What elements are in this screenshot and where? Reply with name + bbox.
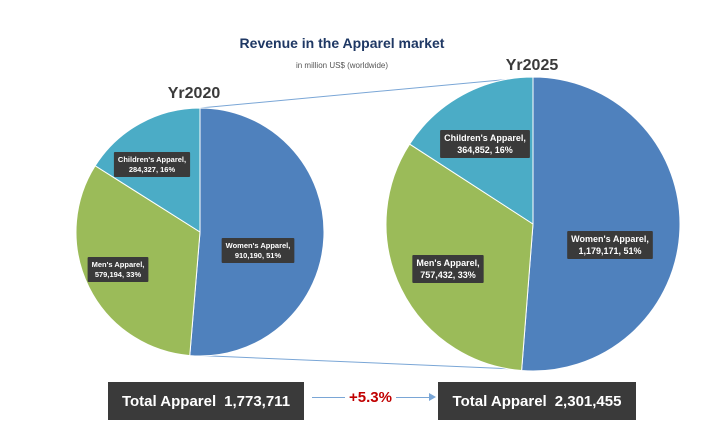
total-label-2020: Total Apparel: [121, 392, 217, 410]
data-label-value-mens-2020: 579,194, 33%: [95, 270, 142, 279]
pie-slice-womens-2020: [189, 107, 325, 357]
data-label-womens-2025: Women's Apparel, 1,179,171, 51%: [567, 231, 653, 259]
growth-line-right: [395, 396, 430, 398]
data-label-name-childrens-2025: Children's Apparel,: [444, 133, 526, 143]
growth-arrow-icon: [429, 393, 437, 401]
data-label-value-childrens-2020: 284,327, 16%: [129, 165, 176, 174]
data-label-womens-2020: Women's Apparel,910,190, 51%: [221, 238, 295, 263]
total-box-2025: Total Apparel 2,301,455: [438, 382, 636, 420]
pie-connector-lines: [187, 76, 534, 370]
connector-line-top: [199, 76, 534, 109]
data-label-bg-mens-2020: [87, 257, 149, 282]
year-label-2025: Yr2025: [506, 57, 559, 74]
growth-indicator: +5.3%: [308, 385, 437, 409]
data-label-bg-womens-2020: [221, 238, 295, 263]
data-label-value-childrens-2025: 364,852, 16%: [457, 145, 513, 155]
chart-title: Revenue in the Apparel market: [240, 35, 445, 51]
data-label-value-womens-2020: 910,190, 51%: [235, 251, 282, 260]
total-box-2020: Total Apparel 1,773,711: [108, 382, 304, 420]
data-label-name-mens-2020: Men's Apparel,: [92, 260, 145, 269]
total-value-2020: 1,773,711: [224, 392, 291, 410]
data-label-value-mens-2025: 757,432, 33%: [420, 270, 476, 280]
year-label-2020: Yr2020: [168, 85, 221, 102]
data-label-name-womens-2020: Women's Apparel,: [226, 241, 291, 250]
data-label-mens-2025: Men's Apparel, 757,432, 33%: [412, 255, 484, 283]
chart-subtitle: in million US$ (worldwide): [296, 61, 388, 70]
data-label-bg-childrens-2025: [440, 130, 530, 158]
pie-slice-womens-2025: [521, 76, 681, 372]
total-value-2025: 2,301,455: [554, 392, 622, 410]
data-label-bg-childrens-2020: [113, 152, 191, 177]
data-label-mens-2020: Men's Apparel,579,194, 33%: [87, 257, 149, 282]
total-label-2025: Total Apparel: [452, 392, 547, 410]
data-label-childrens-2025: Children's Apparel, 364,852, 16%: [440, 130, 530, 158]
data-label-name-childrens-2020: Children's Apparel,: [118, 155, 186, 164]
data-label-name-womens-2025: Women's Apparel,: [571, 234, 649, 244]
data-label-bg-mens-2025: [412, 255, 484, 283]
growth-label: +5.3%: [349, 388, 392, 406]
growth-line-left: [312, 396, 346, 398]
pie-2025: Women's Apparel, 1,179,171, 51% Men's Appa…: [385, 76, 681, 372]
pie-2020: Women's Apparel,910,190, 51% Men's Appare…: [75, 107, 325, 357]
data-label-value-womens-2025: 1,179,171, 51%: [578, 246, 641, 256]
data-label-bg-womens-2025: [567, 231, 653, 259]
connector-line-bottom: [187, 354, 516, 370]
data-label-name-mens-2025: Men's Apparel,: [416, 258, 479, 268]
data-label-childrens-2020: Children's Apparel,284,327, 16%: [113, 152, 191, 177]
